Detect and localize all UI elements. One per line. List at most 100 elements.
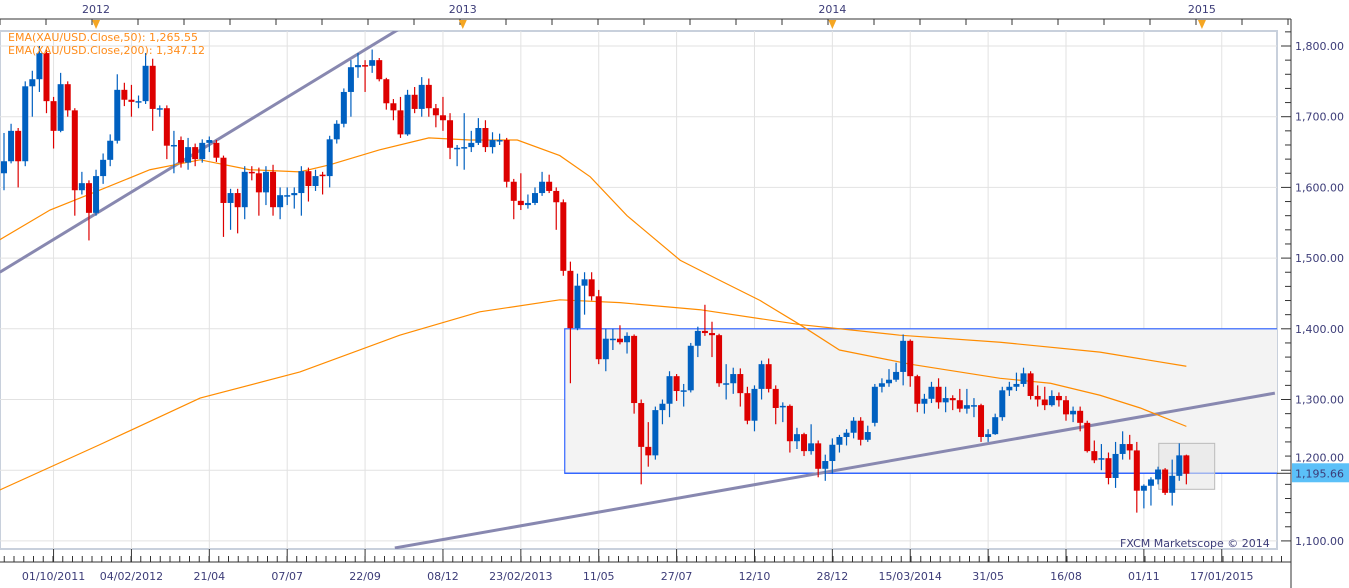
candle-down[interactable] (1077, 406, 1084, 432)
candle-up[interactable] (1155, 466, 1162, 485)
candle-down[interactable] (1034, 385, 1041, 407)
candle-up[interactable] (199, 139, 206, 163)
candle-down[interactable] (716, 333, 723, 387)
candle-down[interactable] (786, 404, 793, 453)
candle-up[interactable] (78, 171, 85, 195)
candle-up[interactable] (829, 438, 836, 474)
candle-down[interactable] (255, 167, 262, 216)
candle-up[interactable] (574, 273, 581, 331)
candle-down[interactable] (588, 272, 595, 301)
candle-down[interactable] (772, 385, 779, 425)
candle-up[interactable] (1176, 443, 1183, 481)
candle-up[interactable] (326, 135, 333, 188)
candle-up[interactable] (369, 49, 376, 73)
candle-down[interactable] (1063, 395, 1069, 421)
candle-up[interactable] (999, 386, 1006, 421)
candle-up[interactable] (298, 166, 305, 216)
candle-down[interactable] (645, 422, 652, 467)
candle-up[interactable] (581, 272, 588, 315)
candle-down[interactable] (383, 77, 390, 110)
candle-down[interactable] (1027, 371, 1034, 400)
candle-up[interactable] (886, 369, 892, 387)
candle-up[interactable] (142, 53, 149, 104)
candle-down[interactable] (765, 358, 772, 393)
candle-up[interactable] (284, 187, 291, 206)
candle-down[interactable] (270, 164, 277, 216)
candle-up[interactable] (22, 81, 29, 167)
candle-down[interactable] (71, 108, 78, 216)
candle-down[interactable] (432, 103, 439, 128)
candle-up[interactable] (1140, 484, 1147, 509)
candle-up[interactable] (1013, 372, 1020, 392)
candle-down[interactable] (503, 137, 510, 188)
candle-down[interactable] (425, 78, 432, 117)
candle-up[interactable] (921, 393, 928, 414)
candle-up[interactable] (489, 132, 496, 154)
candle-up[interactable] (751, 385, 758, 432)
candle-up[interactable] (312, 169, 319, 191)
candle-down[interactable] (1041, 386, 1048, 411)
candle-down[interactable] (914, 374, 921, 413)
candle-down[interactable] (857, 417, 864, 446)
candle-up[interactable] (418, 77, 425, 117)
candle-down[interactable] (978, 403, 985, 442)
candle-down[interactable] (949, 395, 956, 411)
candle-down[interactable] (560, 199, 567, 276)
candle-down[interactable] (85, 180, 92, 241)
candle-up[interactable] (524, 194, 531, 209)
candle-up[interactable] (114, 74, 121, 144)
candle-up[interactable] (404, 89, 411, 136)
candle-up[interactable] (532, 187, 538, 206)
candle-up[interactable] (992, 413, 999, 435)
candle-down[interactable] (801, 432, 808, 457)
candle-down[interactable] (43, 49, 50, 114)
candle-up[interactable] (206, 136, 213, 153)
candle-up[interactable] (808, 424, 815, 455)
candle-up[interactable] (1119, 431, 1126, 460)
candle-up[interactable] (355, 53, 361, 78)
candle-up[interactable] (942, 386, 949, 413)
candle-up[interactable] (291, 187, 298, 209)
candle-down[interactable] (1055, 392, 1062, 407)
candle-up[interactable] (156, 105, 163, 117)
candle-up[interactable] (1169, 459, 1176, 506)
candle-down[interactable] (510, 178, 517, 220)
candle-up[interactable] (624, 332, 631, 354)
candle-down[interactable] (15, 128, 22, 188)
candle-up[interactable] (340, 88, 347, 128)
candle-down[interactable] (397, 96, 404, 138)
candle-up[interactable] (687, 342, 694, 393)
candle-up[interactable] (262, 166, 269, 206)
candle-up[interactable] (666, 371, 673, 418)
candle-down[interactable] (553, 187, 560, 230)
candle-up[interactable] (227, 188, 234, 230)
candle-up[interactable] (496, 133, 503, 145)
year-marker-icon[interactable] (1197, 20, 1206, 29)
candle-up[interactable] (843, 429, 850, 446)
candle-down[interactable] (1084, 420, 1091, 453)
candle-up[interactable] (1006, 381, 1013, 396)
candle-down[interactable] (631, 334, 638, 414)
candle-down[interactable] (220, 155, 227, 237)
candle-up[interactable] (694, 326, 701, 358)
candle-up[interactable] (680, 383, 687, 407)
candle-up[interactable] (57, 72, 64, 133)
candle-down[interactable] (362, 60, 369, 92)
candle-up[interactable] (900, 334, 907, 386)
candle-down[interactable] (517, 173, 524, 211)
candle-up[interactable] (779, 402, 786, 423)
year-marker-icon[interactable] (92, 20, 101, 29)
candle-up[interactable] (1147, 477, 1154, 506)
candle-up[interactable] (185, 137, 192, 170)
candle-down[interactable] (50, 96, 57, 149)
candle-down[interactable] (815, 440, 822, 478)
candle-up[interactable] (730, 367, 737, 394)
candle-up[interactable] (928, 381, 935, 404)
candle-down[interactable] (638, 399, 645, 485)
candle-up[interactable] (1020, 367, 1027, 387)
candle-up[interactable] (468, 130, 475, 153)
candle-up[interactable] (836, 434, 843, 453)
candle-down[interactable] (121, 82, 128, 107)
candle-down[interactable] (178, 136, 184, 168)
candle-up[interactable] (758, 360, 765, 400)
